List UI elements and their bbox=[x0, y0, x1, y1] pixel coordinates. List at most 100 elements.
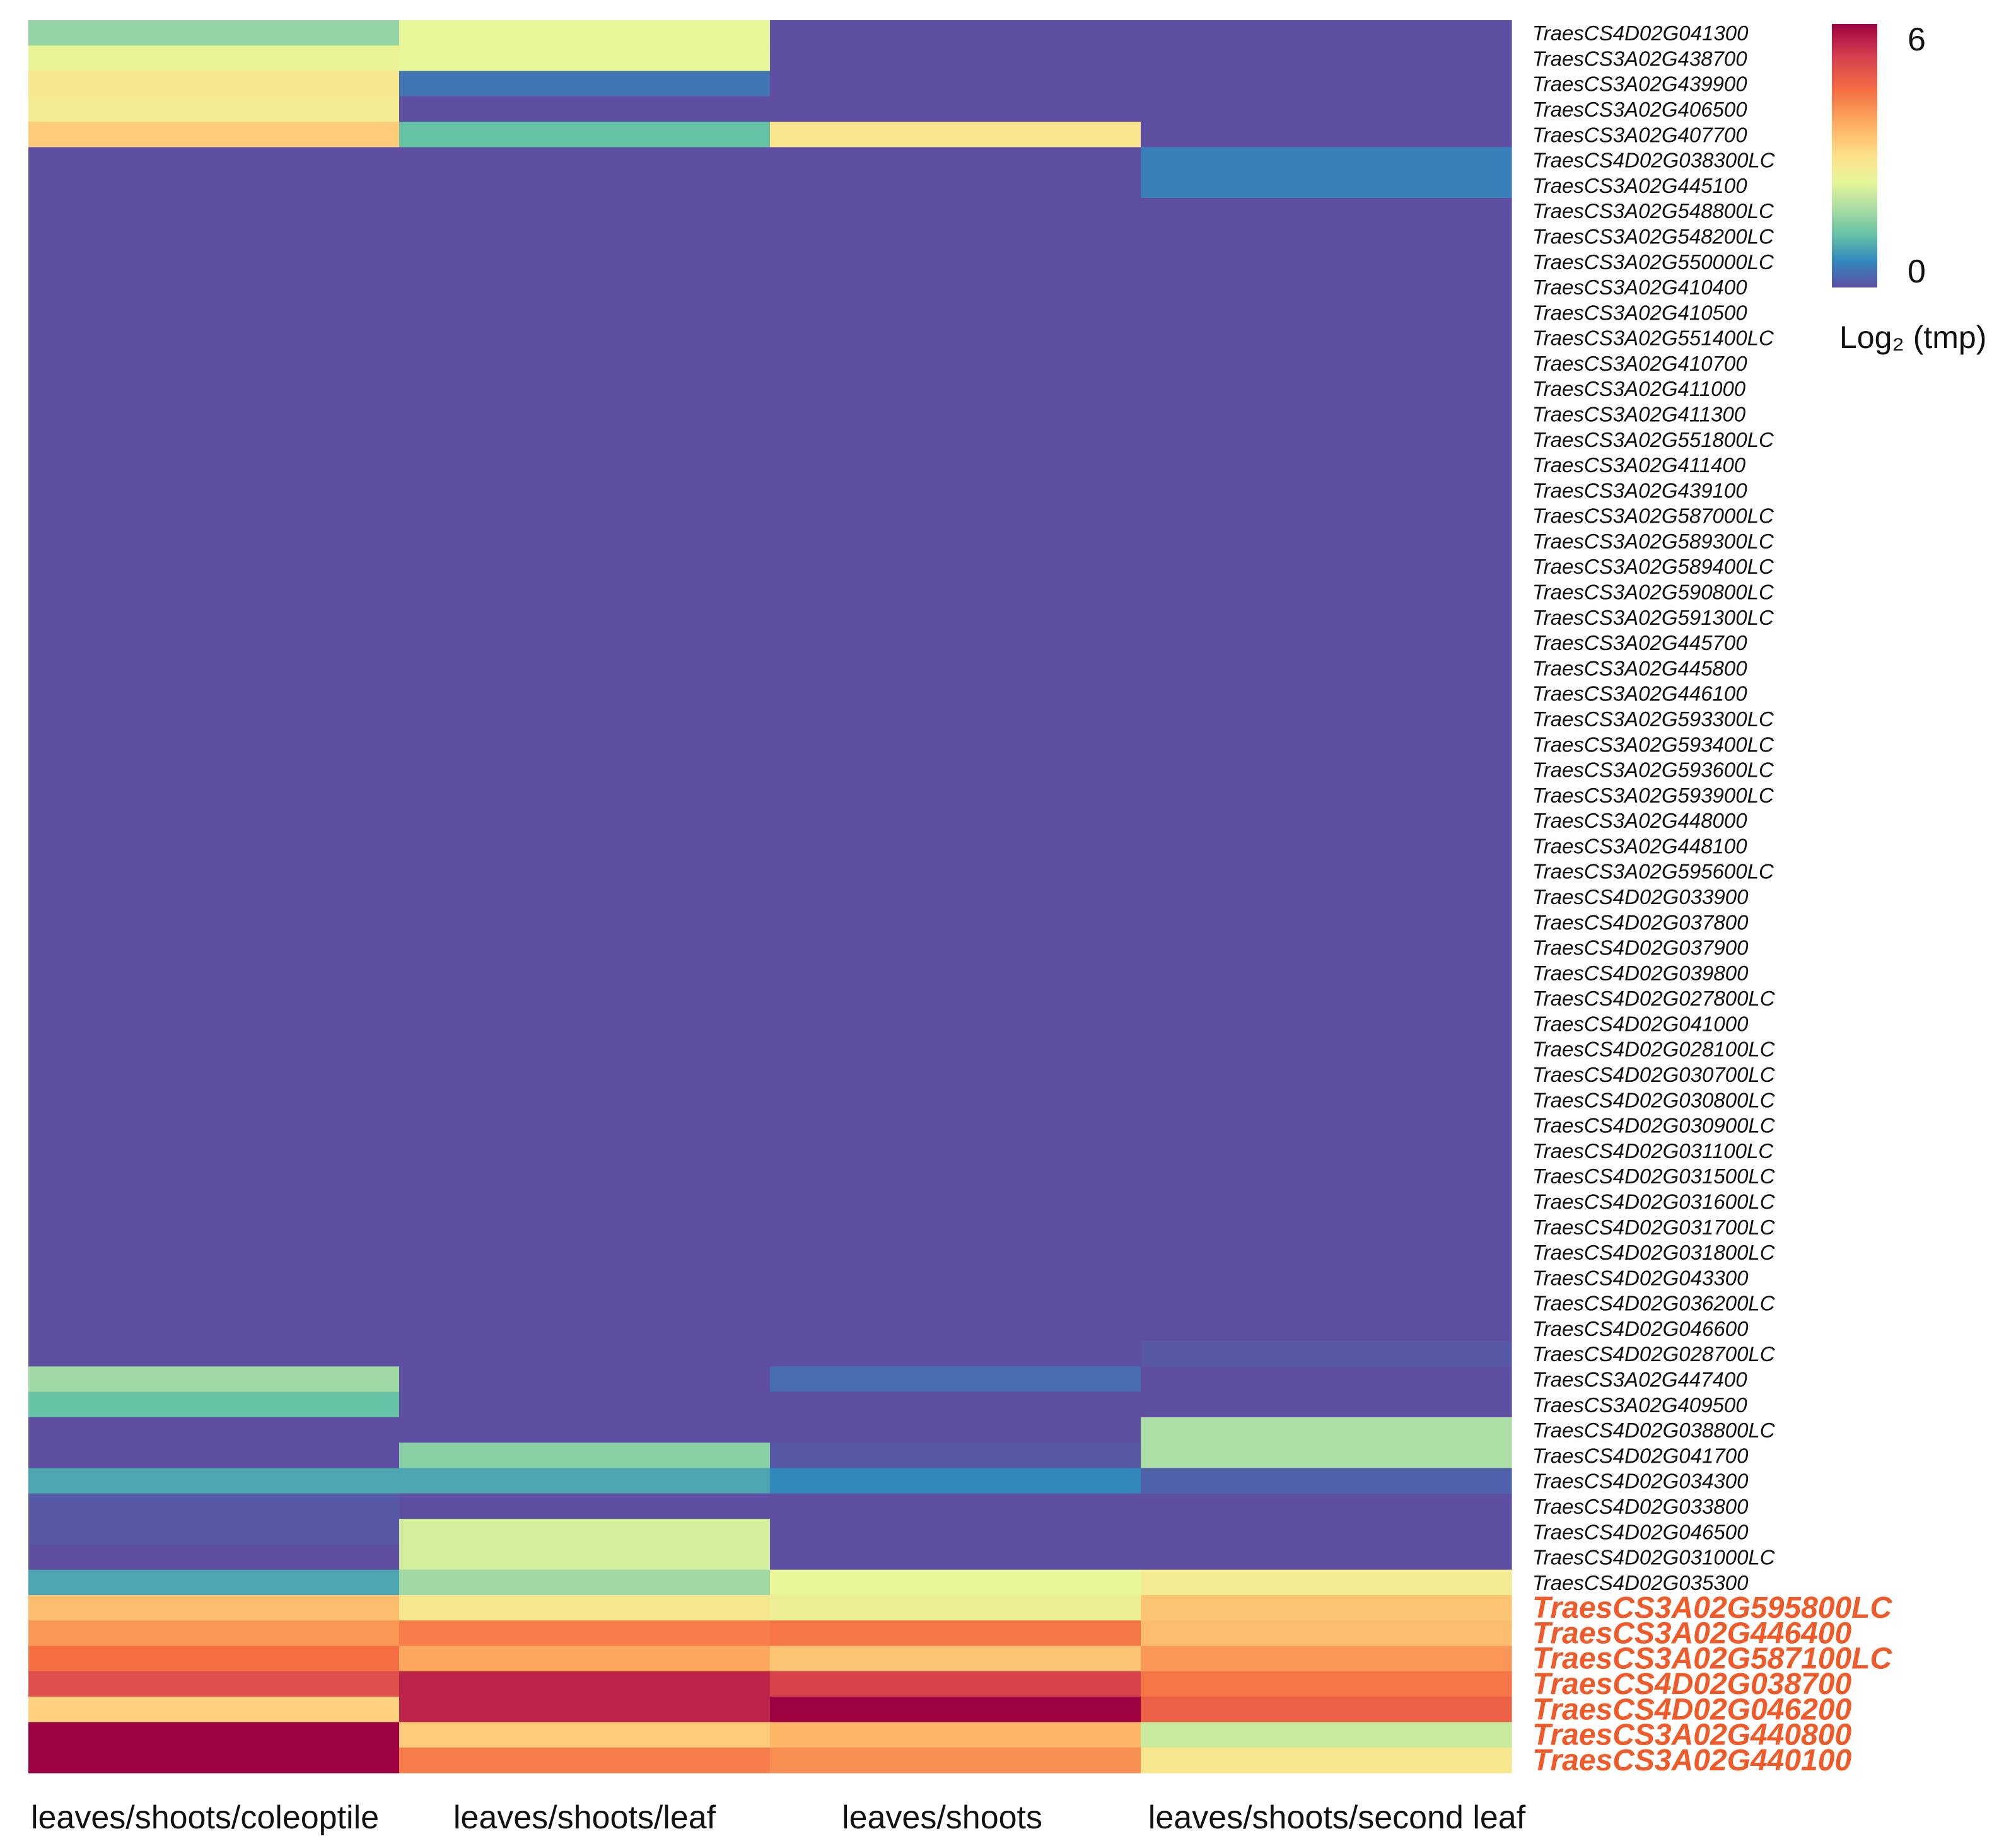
heatmap-cell bbox=[1141, 1112, 1512, 1139]
heatmap-cell bbox=[770, 1519, 1141, 1545]
row-label: TraesCS3A02G445100 bbox=[1532, 174, 1747, 197]
row-label-highlighted: TraesCS3A02G446400 bbox=[1532, 1617, 1851, 1650]
heatmap-cell bbox=[28, 1569, 400, 1596]
heatmap-cell bbox=[1141, 1239, 1512, 1265]
row-label: TraesCS4D02G031000LC bbox=[1532, 1546, 1776, 1569]
row-label: TraesCS4D02G046500 bbox=[1532, 1520, 1749, 1543]
heatmap-cell bbox=[1141, 274, 1512, 300]
heatmap-cell bbox=[399, 122, 771, 148]
row-label: TraesCS4D02G035300 bbox=[1532, 1571, 1749, 1594]
heatmap-cell bbox=[399, 1061, 771, 1088]
heatmap-cell bbox=[1141, 833, 1512, 859]
heatmap-cell bbox=[28, 883, 400, 910]
heatmap-cell bbox=[28, 1011, 400, 1037]
heatmap-cell bbox=[770, 757, 1141, 783]
row-label-highlighted: TraesCS3A02G440800 bbox=[1532, 1719, 1851, 1752]
heatmap-cell bbox=[399, 1112, 771, 1139]
heatmap-cell bbox=[28, 376, 400, 402]
heatmap-cell bbox=[770, 604, 1141, 630]
heatmap-cell bbox=[1141, 1265, 1512, 1291]
row-label: TraesCS3A02G593900LC bbox=[1532, 784, 1774, 807]
heatmap-cell bbox=[770, 1417, 1141, 1443]
heatmap-cell bbox=[399, 1163, 771, 1189]
heatmap-cell bbox=[399, 1569, 771, 1596]
heatmap-cell bbox=[1141, 71, 1512, 97]
heatmap-cell bbox=[399, 1214, 771, 1240]
heatmap-cell bbox=[28, 782, 400, 808]
heatmap-cell bbox=[770, 426, 1141, 453]
heatmap-cell bbox=[28, 1671, 400, 1697]
heatmap-cell bbox=[770, 629, 1141, 656]
heatmap-cell bbox=[1141, 426, 1512, 453]
heatmap-cell bbox=[1141, 604, 1512, 630]
heatmap-cell bbox=[1141, 1417, 1512, 1443]
row-label: TraesCS3A02G593300LC bbox=[1532, 707, 1774, 731]
heatmap-cell bbox=[399, 1468, 771, 1494]
heatmap-cell bbox=[770, 807, 1141, 833]
heatmap-cell bbox=[28, 1315, 400, 1342]
heatmap-cell bbox=[28, 1163, 400, 1189]
row-label: TraesCS3A02G438700 bbox=[1532, 47, 1747, 70]
heatmap-cell bbox=[28, 71, 400, 97]
heatmap-cell bbox=[399, 147, 771, 173]
heatmap-cell bbox=[770, 731, 1141, 758]
heatmap-cell bbox=[399, 274, 771, 300]
heatmap-cell bbox=[399, 1265, 771, 1291]
heatmap-cell bbox=[28, 1722, 400, 1748]
heatmap-cell bbox=[28, 757, 400, 783]
heatmap-cell bbox=[770, 1366, 1141, 1393]
heatmap-cell bbox=[1141, 1747, 1512, 1773]
heatmap-cell bbox=[770, 1569, 1141, 1596]
heatmap-cell bbox=[770, 1137, 1141, 1164]
heatmap-cell bbox=[1141, 705, 1512, 732]
heatmap-cell bbox=[770, 1290, 1141, 1316]
heatmap-cell bbox=[28, 960, 400, 986]
row-label-highlighted: TraesCS3A02G595800LC bbox=[1532, 1591, 1892, 1625]
row-label: TraesCS3A02G551800LC bbox=[1532, 428, 1774, 451]
heatmap-cell bbox=[1141, 579, 1512, 605]
heatmap-cell bbox=[770, 1315, 1141, 1342]
row-label: TraesCS3A02G410500 bbox=[1532, 301, 1747, 324]
heatmap-cell bbox=[1141, 629, 1512, 656]
row-label: TraesCS3A02G406500 bbox=[1532, 98, 1747, 121]
row-label: TraesCS3A02G587000LC bbox=[1532, 504, 1774, 528]
heatmap-cell bbox=[770, 1112, 1141, 1139]
row-label: TraesCS4D02G039800 bbox=[1532, 961, 1749, 985]
heatmap-cell bbox=[399, 1239, 771, 1265]
heatmap-cell bbox=[399, 934, 771, 961]
heatmap-cell bbox=[1141, 655, 1512, 682]
heatmap-cell bbox=[770, 325, 1141, 351]
heatmap-cell bbox=[770, 1646, 1141, 1672]
heatmap-cell bbox=[1141, 122, 1512, 148]
heatmap-cell bbox=[399, 604, 771, 630]
row-label: TraesCS4D02G030700LC bbox=[1532, 1063, 1776, 1086]
heatmap-cell bbox=[28, 1036, 400, 1062]
heatmap-cell bbox=[399, 350, 771, 376]
heatmap-cell bbox=[770, 833, 1141, 859]
heatmap-cell bbox=[28, 1265, 400, 1291]
colorbar bbox=[1832, 24, 1877, 287]
heatmap-cell bbox=[399, 655, 771, 682]
heatmap-cell bbox=[770, 705, 1141, 732]
row-label: TraesCS3A02G448000 bbox=[1532, 809, 1747, 832]
heatmap-cell bbox=[28, 299, 400, 326]
heatmap-cell bbox=[1141, 1087, 1512, 1113]
heatmap-cell bbox=[1141, 934, 1512, 961]
heatmap-cell bbox=[770, 1747, 1141, 1773]
row-label: TraesCS4D02G041700 bbox=[1532, 1444, 1749, 1467]
row-label: TraesCS4D02G031700LC bbox=[1532, 1216, 1776, 1239]
row-label: TraesCS3A02G551400LC bbox=[1532, 327, 1774, 350]
heatmap-cell bbox=[1141, 1493, 1512, 1519]
heatmap-cell bbox=[28, 45, 400, 72]
heatmap-cell bbox=[28, 705, 400, 732]
row-label: TraesCS3A02G550000LC bbox=[1532, 250, 1774, 274]
heatmap-cell bbox=[399, 909, 771, 936]
heatmap-cell bbox=[28, 604, 400, 630]
heatmap-cell bbox=[28, 147, 400, 173]
heatmap-cell bbox=[28, 1594, 400, 1621]
heatmap-cell bbox=[770, 782, 1141, 808]
heatmap-cell bbox=[28, 1544, 400, 1570]
heatmap-cell bbox=[399, 198, 771, 224]
heatmap-cell bbox=[1141, 451, 1512, 478]
row-label-highlighted: TraesCS3A02G587100LC bbox=[1532, 1642, 1892, 1676]
